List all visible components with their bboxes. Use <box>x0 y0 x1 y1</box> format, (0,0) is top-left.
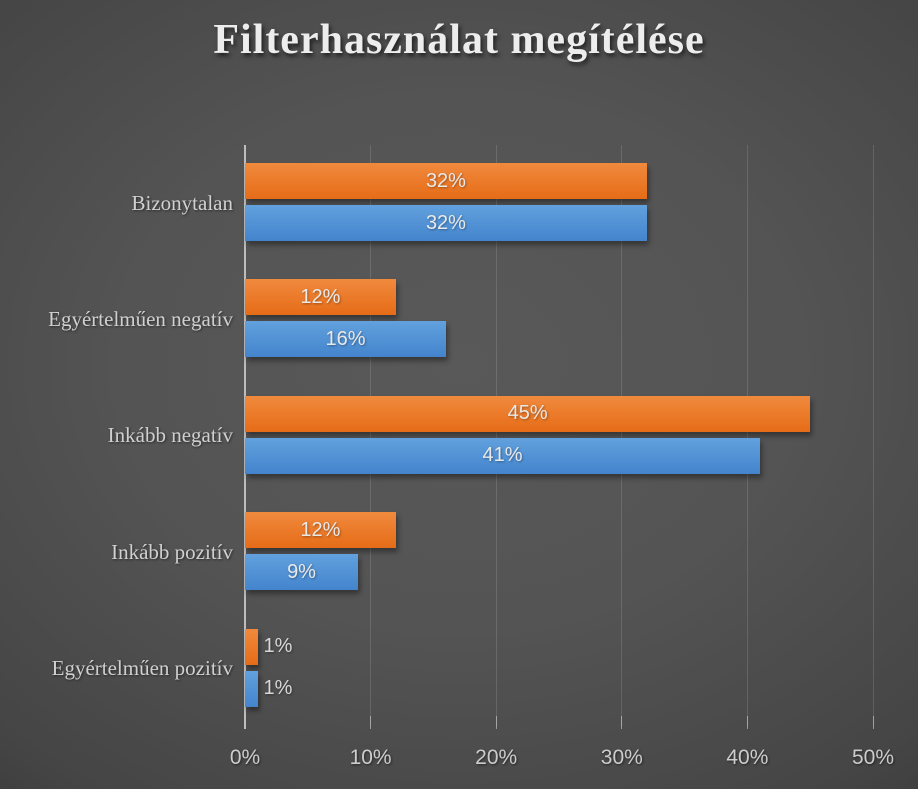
bar-orange <box>245 163 647 199</box>
bar-orange <box>245 279 396 316</box>
chart-title: Filterhasználat megítélése <box>213 17 705 63</box>
bar-blue <box>245 554 359 591</box>
bar-value-label: 32% <box>425 169 466 192</box>
bar-value-label: 12% <box>300 285 341 308</box>
bar-value-label: 32% <box>425 211 466 234</box>
bar-row: 12% <box>245 512 873 549</box>
bar-row: 45% <box>245 395 873 432</box>
bar-blue <box>245 321 446 358</box>
bar-blue <box>245 670 258 707</box>
axis-tick <box>370 716 372 729</box>
bar-value-label: 1% <box>263 677 293 700</box>
plot-area: 32% 32% 12% 16% 45% 41% 12% 9% 1% 1% <box>244 145 874 729</box>
x-tick-label: 30% <box>600 746 643 769</box>
x-tick-label: 0% <box>229 746 261 769</box>
bar-value-label: 9% <box>287 560 316 583</box>
bar-orange <box>245 512 396 549</box>
gridline <box>621 145 623 727</box>
category-label: Egyértelműen pozitív <box>51 656 233 681</box>
axis-tick <box>621 716 623 729</box>
bar-value-label: 1% <box>263 635 293 658</box>
bar-blue <box>245 437 760 474</box>
bar-row: 32% <box>245 205 873 241</box>
y-axis-line <box>244 145 246 729</box>
bar-blue <box>245 205 647 241</box>
bar-value-label: 12% <box>300 518 341 541</box>
bar-orange <box>245 395 811 432</box>
bar-row: 12% <box>245 279 873 316</box>
x-tick-label: 40% <box>726 746 769 769</box>
bar-value-label: 16% <box>325 327 366 350</box>
category-label: Inkább pozitív <box>111 539 233 564</box>
bar-row: 16% <box>245 321 873 358</box>
bar-row: 9% <box>245 554 873 591</box>
bar-orange <box>245 628 258 665</box>
axis-tick <box>746 716 748 729</box>
category-label: Egyértelműen negatív <box>48 307 233 332</box>
gridline <box>370 145 372 727</box>
x-tick-label: 20% <box>475 746 518 769</box>
category-label: Inkább negatív <box>107 423 233 448</box>
bar-row: 41% <box>245 437 873 474</box>
bar-value-label: 41% <box>482 444 523 467</box>
bar-row: 1% <box>245 670 873 707</box>
gridline <box>746 145 748 727</box>
bar-row: 1% <box>245 628 873 665</box>
axis-tick <box>872 716 874 729</box>
x-tick-label: 10% <box>349 746 392 769</box>
gridline <box>495 145 497 727</box>
bar-row: 32% <box>245 163 873 199</box>
bar-value-label: 45% <box>507 402 548 425</box>
axis-tick <box>495 716 497 729</box>
gridline <box>872 145 874 727</box>
x-tick-label: 50% <box>851 746 895 769</box>
category-label: Bizonytalan <box>131 190 233 215</box>
